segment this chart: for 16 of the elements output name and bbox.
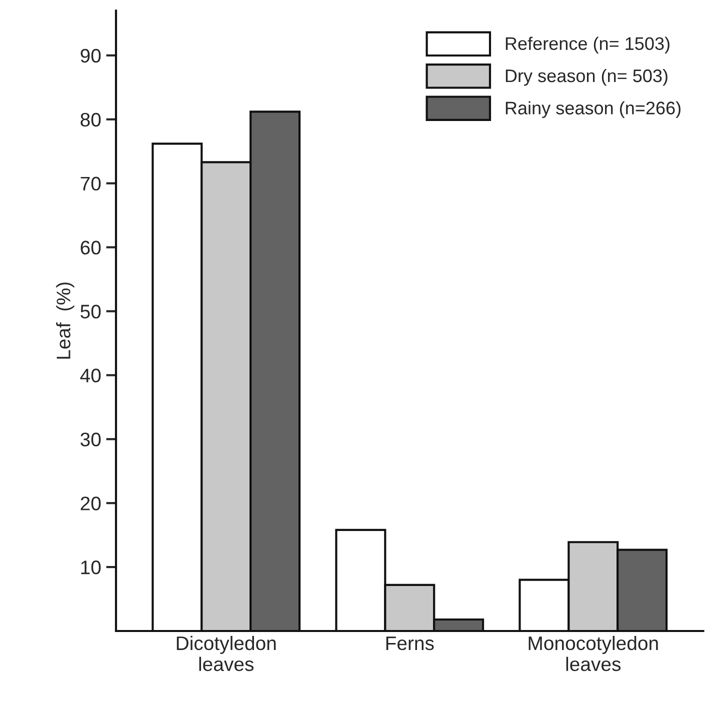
y-tick-label: 90 xyxy=(80,48,101,63)
y-tick-label: 10 xyxy=(81,560,101,574)
y-tick-label: 40 xyxy=(80,368,101,382)
legend-label: Dry season (n= 503) xyxy=(506,68,668,86)
x-tick-label: Monocotyledon leaves xyxy=(528,636,658,672)
y-tick-label: 70 xyxy=(80,176,101,191)
x-tick-label: Ferns xyxy=(386,636,434,650)
y-tick-label: 80 xyxy=(80,112,101,127)
y-tick-label: 20 xyxy=(80,496,101,510)
legend-label: Reference (n= 1503) xyxy=(506,36,670,54)
y-axis-title: Leaf (%) xyxy=(56,282,74,359)
y-tick-label: 60 xyxy=(80,240,101,255)
x-tick-label: Dicotyledon leaves xyxy=(176,636,276,672)
y-tick-label: 50 xyxy=(80,304,101,318)
legend-label: Rainy season (n=266) xyxy=(506,101,680,118)
y-tick-label: 30 xyxy=(80,432,101,446)
